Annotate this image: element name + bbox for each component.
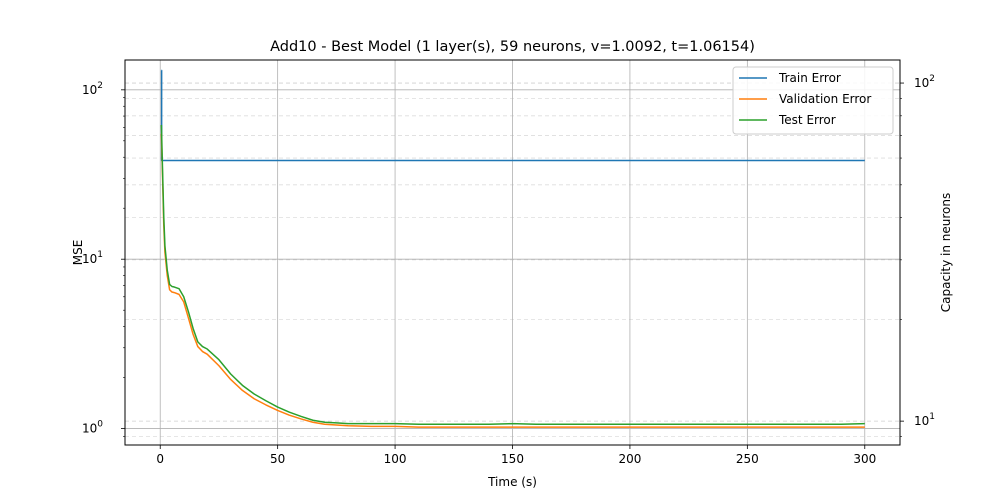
y2-tick-label: 102 xyxy=(914,74,935,90)
y-tick-label: 102 xyxy=(82,81,103,97)
series-layer xyxy=(160,69,865,428)
x-tick-label: 300 xyxy=(853,452,876,466)
legend-label: Validation Error xyxy=(779,92,871,106)
x-tick-label: 200 xyxy=(618,452,641,466)
x-tick-label: 150 xyxy=(501,452,524,466)
legend: Train Error Validation Error Test Error xyxy=(732,66,894,135)
x-tick-label: 100 xyxy=(384,452,407,466)
legend-box xyxy=(732,66,894,135)
tick-layer: 0 50 100 150 200 250 300 100 101 102 101 102 xyxy=(82,74,935,466)
x-tick-label: 50 xyxy=(270,452,285,466)
y2-tick-label: 101 xyxy=(914,412,935,428)
y-tick-label: 101 xyxy=(82,250,103,266)
series-line-test-error xyxy=(160,124,865,426)
y2-axis-label: Capacity in neurons xyxy=(939,193,953,312)
legend-label: Test Error xyxy=(778,113,836,127)
chart-title: Add10 - Best Model (1 layer(s), 59 neuro… xyxy=(270,39,755,55)
legend-label: Train Error xyxy=(778,71,841,85)
x-tick-label: 250 xyxy=(736,452,759,466)
series-line-validation-error xyxy=(160,133,865,428)
x-axis-label: Time (s) xyxy=(487,475,537,489)
x-tick-label: 0 xyxy=(156,452,164,466)
y-axis-label: MSE xyxy=(71,240,85,266)
y-tick-label: 100 xyxy=(82,420,103,436)
